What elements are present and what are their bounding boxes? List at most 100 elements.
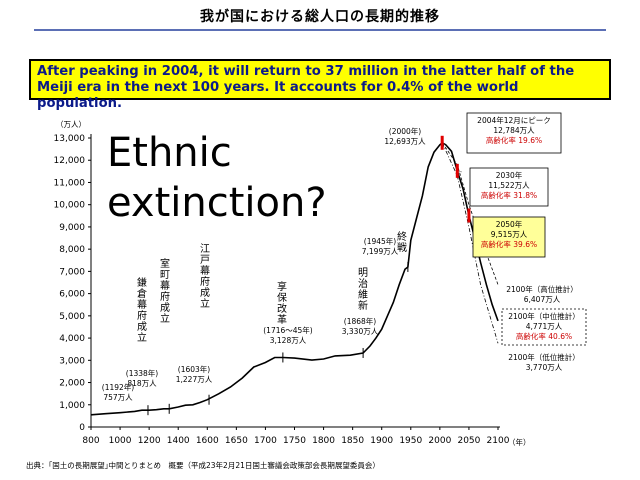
x-axis-unit: （年）: [508, 437, 531, 447]
event-label: 7,199万人: [362, 247, 399, 256]
callout-box: [472, 216, 546, 258]
aging-rate-label: 高齢化率 40.6%: [516, 331, 572, 341]
y-tick-label: 10,000: [54, 201, 86, 211]
title-underline: [34, 29, 606, 31]
x-tick-label: 2100: [487, 436, 510, 446]
event-label: 757万人: [103, 393, 133, 402]
x-tick-label: 1600: [196, 436, 219, 446]
y-tick-label: 4,000: [59, 334, 85, 344]
callout-label: 4,771万人: [526, 322, 563, 331]
peak-marker: [467, 208, 471, 223]
x-tick-label: 1900: [370, 436, 393, 446]
event-label: 818万人: [127, 379, 157, 388]
callout-label: 2050年: [496, 219, 523, 229]
aging-rate-label: 高齢化率 31.8%: [481, 190, 537, 200]
event-name-char: 室: [160, 257, 170, 270]
page-title: 我が国における総人口の長期的推移: [200, 9, 440, 25]
peak-marker: [455, 163, 459, 178]
callout-box: [501, 308, 587, 346]
projection-low-line: [441, 142, 499, 344]
callout-label: 2030年: [496, 170, 523, 180]
event-name-char: 町: [160, 270, 170, 281]
event-name-char: 保: [277, 291, 287, 304]
source-note: 出典：｢国土の長期展望｣中間とりまとめ 概要（平成23年2月21日国土審議会政策…: [26, 461, 380, 470]
callout-box: [466, 112, 562, 154]
callout-label: 2100年（高位推計）: [506, 284, 578, 294]
event-label: 3,330万人: [342, 327, 379, 336]
event-name-char: 立: [137, 331, 147, 344]
event-name-char: 治: [358, 277, 368, 290]
event-name-char: 鎌: [137, 276, 147, 289]
y-tick-label: 7,000: [59, 267, 85, 277]
event-name-char: 享: [277, 280, 287, 293]
chart-ticks: 0 1,000 2,000 3,000 4,000 5,000 6,000 7,000 8,00…: [54, 120, 531, 447]
callout-label: 3,770万人: [526, 363, 563, 372]
x-tick-label: 2050: [457, 436, 480, 446]
y-tick-label: 8,000: [59, 245, 85, 255]
callout-label: 11,522万人: [488, 181, 530, 190]
callout-label: 2100年（低位推計）: [508, 352, 580, 362]
event-name-char: 江: [200, 243, 210, 255]
x-tick-label: 1200: [138, 436, 161, 446]
callout-label: 2100年（中位推計）: [508, 311, 580, 321]
x-tick-label: 1750: [283, 436, 306, 446]
event-name-char: 革: [277, 313, 287, 326]
event-name-char: 立: [200, 297, 210, 310]
event-name-char: 成: [160, 302, 170, 314]
event-name-char: 倉: [137, 287, 147, 300]
event-label: (1192年): [102, 382, 135, 392]
peak-marker: [440, 135, 444, 150]
x-tick-label: 1400: [167, 436, 190, 446]
y-tick-label: 6,000: [59, 290, 85, 300]
event-label: (1338年): [126, 368, 159, 378]
callout-label: 2004年12月にピーク: [477, 115, 551, 125]
event-name-char: 府: [160, 290, 170, 303]
event-label: 12,693万人: [384, 137, 426, 146]
headline-text: After peaking in 2004, it will return to…: [37, 64, 575, 111]
x-tick-label: 1850: [341, 436, 364, 446]
y-axis-unit: （万人）: [56, 120, 86, 129]
callout-label: 9,515万人: [491, 230, 528, 239]
y-tick-label: 13,000: [54, 134, 86, 144]
y-tick-label: 9,000: [59, 223, 85, 233]
y-tick-label: 11,000: [54, 178, 86, 188]
event-name-char: 府: [200, 275, 210, 288]
event-name-char: 終: [397, 230, 407, 243]
event-label: 3,128万人: [270, 336, 307, 345]
event-name-char: 改: [277, 302, 287, 315]
y-tick-label: 5,000: [59, 312, 85, 322]
event-name-char: 府: [137, 309, 147, 322]
event-label: 1,227万人: [176, 375, 213, 384]
overlay-line: Ethnic: [107, 130, 232, 176]
x-tick-label: 1000: [109, 436, 132, 446]
aging-rate-label: 高齢化率 39.6%: [481, 239, 537, 249]
overlay-text: Ethnic extinction?: [107, 128, 327, 228]
headline-box: After peaking in 2004, it will return to…: [29, 59, 611, 111]
x-tick-label: 1650: [225, 436, 248, 446]
callout-label: 12,784万人: [493, 126, 535, 135]
event-label: (1716～45年): [263, 325, 313, 335]
x-tick-label: 800: [82, 436, 99, 446]
x-tick-label: 1800: [312, 436, 335, 446]
event-label: (1945年): [364, 236, 397, 246]
event-label: (1603年): [178, 364, 211, 374]
y-tick-label: 0: [79, 423, 85, 433]
overlay-line: extinction?: [107, 180, 327, 226]
event-label: (1868年): [344, 316, 377, 326]
x-tick-label: 1950: [399, 436, 422, 446]
y-tick-label: 1,000: [59, 401, 85, 411]
chart-events: 鎌倉幕府成立(1192年)757万人室町幕府成立(1338年)818万人江戸幕府…: [102, 126, 426, 416]
y-tick-label: 3,000: [59, 356, 85, 366]
population-line: [90, 141, 499, 416]
callout-box: [469, 167, 549, 207]
x-tick-label: 1700: [254, 436, 277, 446]
event-name-char: 立: [160, 312, 170, 325]
event-name-char: 維: [358, 288, 368, 301]
event-name-char: 幕: [137, 298, 147, 311]
event-name-char: 成: [200, 287, 210, 299]
aging-rate-label: 高齢化率 19.6%: [486, 135, 542, 145]
event-name-char: 戦: [397, 241, 407, 254]
event-name-char: 幕: [160, 279, 170, 292]
y-tick-label: 12,000: [54, 156, 86, 166]
